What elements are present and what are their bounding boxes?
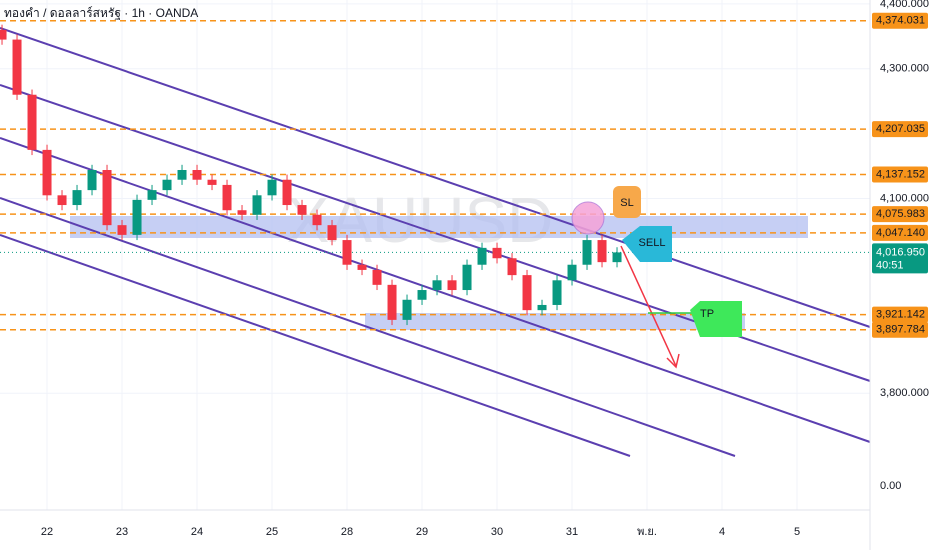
- sell-box: [622, 226, 672, 262]
- candle-body: [132, 199, 142, 235]
- x-tick-label: 5: [794, 526, 800, 538]
- candle-body: [522, 275, 532, 311]
- annotations: SL SELL TP: [571, 186, 742, 369]
- candle-body: [237, 210, 247, 215]
- level-label: 4,207.035: [876, 123, 925, 135]
- candle-body: [222, 184, 232, 211]
- candle-body: [357, 264, 367, 270]
- candle-body: [282, 179, 292, 206]
- y-tick-label: 4,100.000: [880, 192, 929, 204]
- candle-body: [0, 29, 7, 40]
- x-tick-label: 28: [341, 526, 353, 538]
- channel-line: [0, 234, 631, 457]
- chart-title: ทองคำ / ดอลลาร์สหรัฐ · 1h · OANDA: [4, 6, 198, 20]
- sl-label: SL: [620, 197, 633, 209]
- candle-body: [417, 290, 427, 300]
- candle-body: [342, 240, 352, 265]
- candle-body: [537, 304, 547, 311]
- candle-body: [402, 299, 412, 320]
- tp-label: TP: [700, 308, 714, 320]
- highlight-circle: [571, 201, 605, 235]
- y-tick-label: 3,800.000: [880, 387, 929, 399]
- x-tick-label: พ.ย.: [637, 526, 657, 538]
- candle-body: [447, 280, 457, 291]
- candle-body: [567, 264, 577, 281]
- candle-body: [147, 190, 157, 200]
- x-tick-label: 23: [116, 526, 128, 538]
- candle-body: [327, 225, 337, 241]
- candle-body: [12, 39, 22, 95]
- candle-body: [462, 264, 472, 291]
- sell-label: SELL: [639, 237, 666, 249]
- x-tick-label: 30: [491, 526, 503, 538]
- candle-body: [552, 280, 562, 305]
- x-tick-label: 31: [566, 526, 578, 538]
- plot-area: XAUUSD: [0, 0, 871, 510]
- arrow-head: [666, 353, 680, 369]
- price-axis: [870, 0, 932, 550]
- channel-line: [0, 197, 736, 457]
- level-label: 4,137.152: [876, 168, 925, 180]
- y-tick-label: 4,400.000: [880, 0, 929, 10]
- bottom-axis-label: 0.00: [880, 480, 901, 492]
- candle-body: [252, 195, 262, 215]
- candle-body: [162, 179, 172, 191]
- candle-body: [297, 205, 307, 215]
- time-axis: [0, 510, 870, 550]
- x-tick-label: 29: [416, 526, 428, 538]
- level-tag: [872, 166, 928, 183]
- candle-body: [432, 280, 442, 291]
- candle-body: [117, 225, 127, 235]
- candle-body: [57, 195, 67, 206]
- candle-body: [267, 179, 277, 196]
- level-tag: [872, 121, 928, 138]
- candle-body: [372, 269, 382, 285]
- level-tag: [872, 206, 928, 223]
- tp-box: [690, 301, 742, 337]
- candle-body: [87, 170, 97, 191]
- level-label: 4,374.031: [876, 15, 925, 27]
- candle-body: [72, 190, 82, 206]
- x-tick-label: 25: [266, 526, 278, 538]
- candle-body: [597, 240, 607, 263]
- level-label: 3,921.142: [876, 309, 925, 321]
- candle-body: [387, 284, 397, 320]
- current-price-tag: [872, 243, 928, 274]
- x-tick-label: 22: [41, 526, 53, 538]
- candle-body: [27, 94, 37, 150]
- candle-body: [102, 170, 112, 226]
- level-tag: [872, 321, 928, 338]
- candle-body: [477, 247, 487, 265]
- channel-line: [0, 27, 871, 328]
- candle-body: [207, 179, 217, 185]
- level-label: 4,047.140: [876, 227, 925, 239]
- candle-body: [492, 247, 502, 259]
- countdown-label: 40:51: [876, 259, 904, 271]
- level-label: 4,075.983: [876, 208, 925, 220]
- candle-body: [177, 170, 187, 180]
- current-price-label: 4,016.950: [876, 246, 925, 258]
- candle-body: [312, 214, 322, 226]
- candle-body: [192, 170, 202, 180]
- candle-body: [612, 252, 622, 263]
- support-zone: [365, 313, 745, 330]
- level-tag: [872, 224, 928, 241]
- level-tag: [872, 306, 928, 323]
- x-tick-label: 4: [719, 526, 725, 538]
- sl-box: [613, 186, 641, 218]
- level-label: 3,897.784: [876, 324, 925, 336]
- level-tag: [872, 12, 928, 29]
- arrow-line: [620, 245, 677, 367]
- candle-body: [582, 240, 592, 265]
- candle-body: [507, 258, 517, 276]
- candle-body: [42, 149, 52, 196]
- y-tick-label: 4,300.000: [880, 63, 929, 75]
- x-tick-label: 24: [191, 526, 203, 538]
